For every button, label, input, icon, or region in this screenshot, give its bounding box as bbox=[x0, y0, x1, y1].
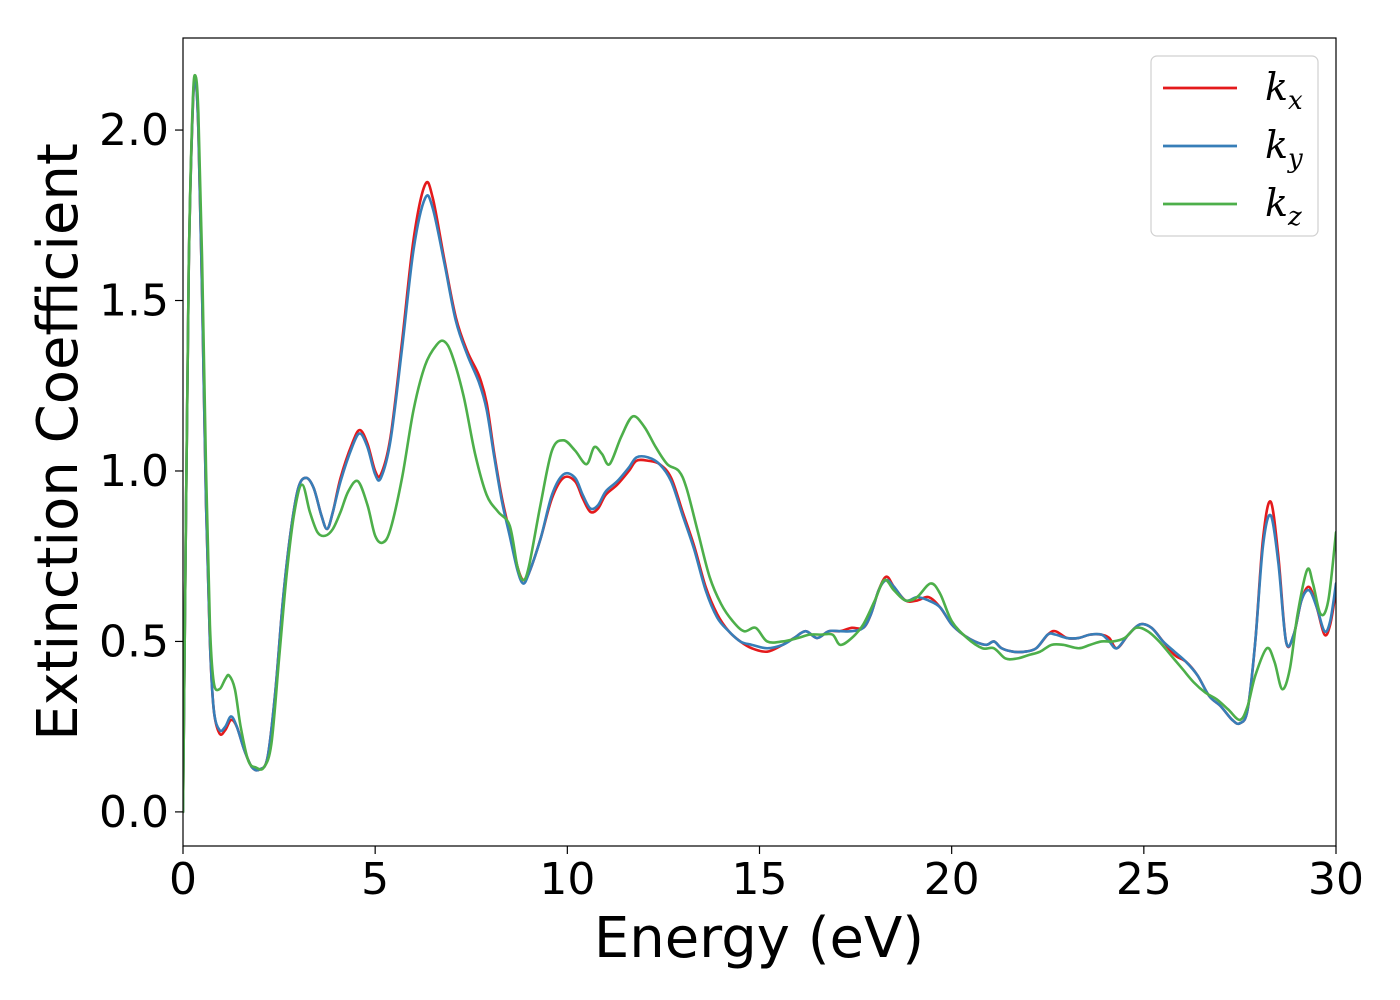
x-tick-label: 15 bbox=[732, 854, 788, 905]
x-axis-title: Energy (eV) bbox=[594, 906, 924, 971]
y-tick-label: 0.0 bbox=[99, 787, 169, 838]
y-tick-label: 0.5 bbox=[99, 616, 169, 667]
legend: kx ky kz bbox=[1150, 55, 1319, 237]
series-layer bbox=[183, 73, 1336, 814]
x-tick-label: 20 bbox=[924, 854, 980, 905]
x-tick-label: 5 bbox=[361, 854, 389, 905]
x-tick-label: 0 bbox=[169, 854, 197, 905]
legend-label-z: kz bbox=[1265, 181, 1302, 232]
x-tick-label: 10 bbox=[539, 854, 595, 905]
x-axis-ticks: 0 5 10 15 20 25 30 bbox=[169, 846, 1364, 905]
y-tick-label: 1.0 bbox=[99, 446, 169, 497]
x-tick-label: 30 bbox=[1308, 854, 1364, 905]
legend-label-x: kx bbox=[1265, 65, 1303, 116]
series-line-z bbox=[183, 73, 1336, 814]
y-axis-title: Extinction Coefficient bbox=[26, 143, 91, 741]
y-axis-ticks: 0.0 0.5 1.0 1.5 2.0 bbox=[99, 105, 183, 838]
y-tick-label: 2.0 bbox=[99, 105, 169, 156]
legend-label-y: ky bbox=[1265, 123, 1303, 174]
y-tick-label: 1.5 bbox=[99, 276, 169, 327]
x-tick-label: 25 bbox=[1116, 854, 1172, 905]
